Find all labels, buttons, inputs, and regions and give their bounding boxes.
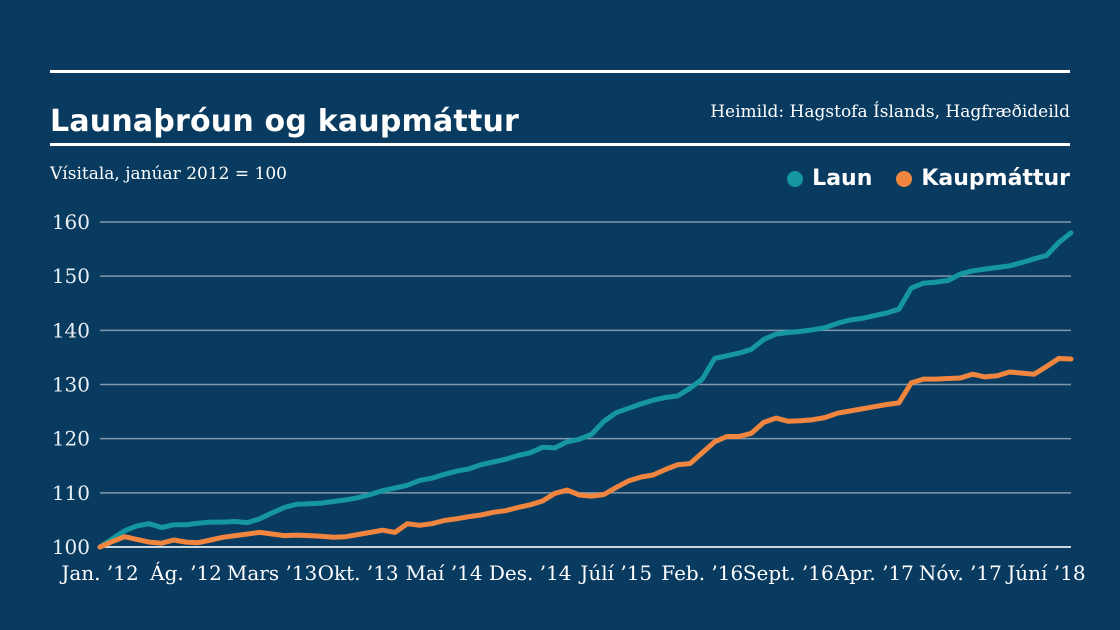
y-tick-label-140: 140 xyxy=(52,318,90,342)
y-tick-label-100: 100 xyxy=(52,535,90,559)
legend-label-kaupmattur: Kaupmáttur xyxy=(921,166,1070,191)
top-divider xyxy=(50,70,1070,73)
x-tick-label: Jan. ’12 xyxy=(59,561,138,585)
x-tick-label: Nóv. ’17 xyxy=(919,561,1002,585)
x-tick-label: Apr. ’17 xyxy=(834,561,914,585)
page-title: Launaþróun og kaupmáttur xyxy=(50,104,520,140)
legend-item-laun: Laun xyxy=(787,166,872,191)
kaupmattur-line xyxy=(97,356,1074,550)
laun-line xyxy=(97,230,1074,550)
y-tick-label-130: 130 xyxy=(52,373,90,397)
y-tick-label-150: 150 xyxy=(52,264,90,288)
x-tick-label: Okt. ’13 xyxy=(318,561,399,585)
kaupmattur-series-marker-icon xyxy=(896,170,913,187)
y-axis-labels: 100 110 120 130 140 150 160 xyxy=(52,210,90,559)
x-tick-label: Sept. ’16 xyxy=(743,561,834,585)
chart-subtitle: Vísitala, janúar 2012 = 100 xyxy=(50,164,287,184)
chart-legend: Laun Kaupmáttur xyxy=(787,166,1070,191)
gridlines xyxy=(100,221,1071,548)
x-tick-label: Ág. ’12 xyxy=(149,561,222,585)
legend-label-laun: Laun xyxy=(812,166,873,191)
y-tick-label-120: 120 xyxy=(52,427,90,451)
y-tick-label-110: 110 xyxy=(52,481,90,505)
header-divider xyxy=(50,143,1070,146)
legend-item-kaupmattur: Kaupmáttur xyxy=(896,166,1070,191)
x-tick-label: Des. ’14 xyxy=(489,561,572,585)
x-tick-label: Maí ’14 xyxy=(406,561,483,585)
x-tick-label: Feb. ’16 xyxy=(661,561,743,585)
laun-series-marker-icon xyxy=(787,170,804,187)
x-tick-label: Júní ’18 xyxy=(1005,561,1085,585)
y-tick-label-160: 160 xyxy=(52,210,90,234)
source-attribution: Heimild: Hagstofa Íslands, Hagfræðideild xyxy=(710,102,1070,122)
x-tick-label: Júlí ’15 xyxy=(578,561,652,585)
x-axis-labels: Jan. ’12 Ág. ’12 Mars ’13 Okt. ’13 Maí ’14 De… xyxy=(59,561,1085,585)
x-tick-label: Mars ’13 xyxy=(227,561,317,585)
